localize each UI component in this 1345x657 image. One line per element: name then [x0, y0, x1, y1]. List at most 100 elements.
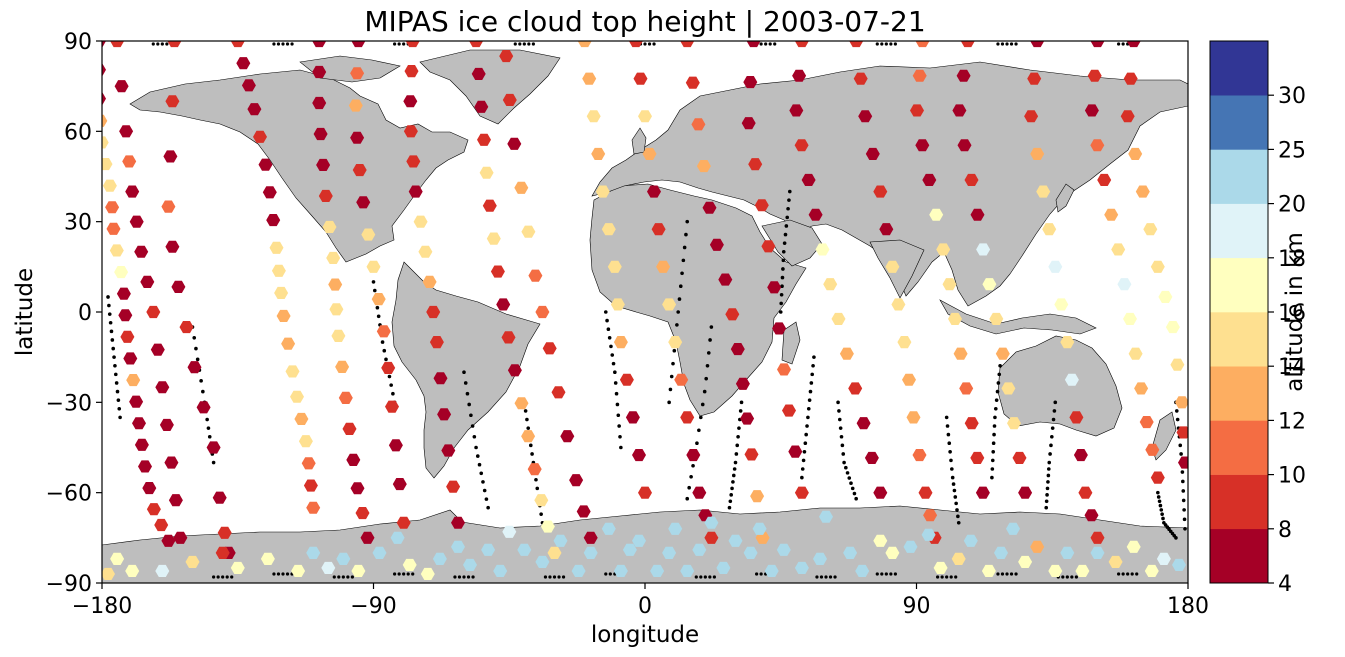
track-dot [387, 374, 392, 379]
cloud-marker [613, 336, 628, 349]
cloud-marker [405, 41, 420, 48]
cloud-marker [794, 486, 809, 499]
track-dot [561, 575, 566, 579]
track-dot [230, 575, 234, 579]
cloud-marker [521, 225, 536, 238]
track-dot [837, 417, 842, 422]
track-dot [950, 467, 954, 471]
cloud-marker [122, 155, 137, 168]
cloud-marker [212, 491, 227, 504]
cloud-marker [102, 179, 117, 192]
track-dot [608, 572, 612, 576]
track-dot [996, 381, 1001, 385]
y-tick-label: −60 [46, 482, 92, 507]
track-dot [106, 295, 110, 299]
cloud-marker [1030, 147, 1045, 160]
track-dot [836, 400, 840, 405]
cloud-marker [808, 208, 823, 221]
cloud-marker [1150, 260, 1165, 273]
cloud-marker [551, 386, 566, 399]
cloud-marker [402, 558, 417, 571]
track-dot [682, 245, 687, 250]
track-dot [604, 572, 608, 576]
cloud-marker [1126, 540, 1141, 553]
track-dot [469, 413, 473, 418]
track-dot [221, 575, 225, 579]
track-dot [1049, 443, 1053, 448]
track-dot [956, 520, 961, 525]
cloud-marker [106, 222, 121, 235]
colorbar-tick-label: 10 [1278, 464, 1306, 489]
colorbar-bin [1210, 420, 1268, 475]
cloud-marker [849, 41, 864, 48]
cloud-marker [171, 280, 186, 293]
cloud-marker [1165, 321, 1180, 334]
track-dot [697, 428, 701, 433]
track-dot [781, 249, 786, 254]
cloud-marker [1006, 522, 1020, 535]
colorbar-bin [1210, 257, 1268, 313]
track-dot [687, 485, 691, 490]
track-dot [884, 42, 888, 46]
track-dot [949, 575, 953, 579]
track-dot [956, 514, 960, 519]
cloud-marker [571, 564, 586, 577]
y-tick-label: 0 [78, 301, 92, 326]
track-dot [1065, 575, 1069, 579]
track-dot [779, 301, 783, 306]
cloud-marker [632, 449, 646, 462]
track-dot [1156, 490, 1160, 495]
cloud-marker [336, 552, 351, 565]
cloud-marker [534, 494, 549, 507]
track-dot [1014, 42, 1018, 46]
cloud-marker [253, 130, 267, 143]
track-dot [1161, 516, 1165, 521]
cloud-marker [1126, 41, 1141, 48]
track-dot [950, 475, 955, 480]
cloud-marker [960, 41, 975, 48]
track-dot [845, 471, 850, 475]
track-dot [685, 219, 690, 224]
cloud-marker [501, 331, 516, 344]
track-dot [1044, 499, 1049, 504]
track-dot [809, 381, 814, 385]
cloud-marker [165, 95, 180, 108]
track-dot [616, 413, 621, 418]
cloud-marker [743, 76, 758, 89]
colorbar-bin [1210, 366, 1268, 421]
cloud-marker [446, 480, 461, 493]
cloud-marker [161, 200, 176, 213]
track-dot [704, 376, 708, 381]
cloud-marker [517, 543, 532, 556]
track-dot [272, 42, 276, 46]
cloud-marker [164, 456, 179, 469]
track-dot [694, 575, 698, 579]
cloud-marker [638, 486, 652, 499]
track-dot [840, 443, 845, 448]
track-dot [736, 434, 740, 439]
cloud-marker [704, 531, 719, 544]
cloud-marker [102, 114, 108, 127]
cloud-marker [989, 312, 1004, 325]
cloud-marker [163, 150, 178, 163]
land-madagascar [781, 321, 801, 365]
cloud-marker [586, 110, 601, 123]
cloud-marker [959, 382, 974, 395]
track-dot [1179, 452, 1183, 456]
track-dot [949, 458, 953, 463]
cloud-marker [542, 342, 557, 355]
cloud-marker [1128, 347, 1143, 360]
track-dot [675, 323, 679, 327]
track-dot [705, 363, 710, 368]
track-dot [780, 275, 785, 280]
track-dot [954, 501, 958, 506]
track-dot [681, 258, 686, 263]
cloud-marker [1178, 456, 1188, 469]
track-dot [773, 42, 777, 46]
cloud-marker [140, 275, 155, 288]
track-dot [1174, 409, 1179, 413]
track-dot [1009, 42, 1014, 46]
cloud-marker [486, 232, 501, 245]
cloud-marker [437, 408, 452, 421]
track-dot [281, 42, 285, 46]
